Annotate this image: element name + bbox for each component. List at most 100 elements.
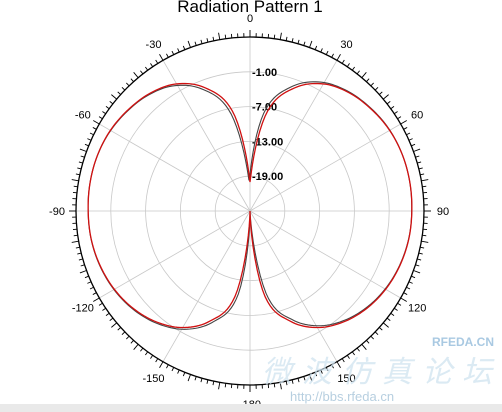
angle-tick: [117, 91, 121, 95]
angle-label: -120: [72, 303, 94, 315]
angle-tick: [194, 376, 197, 381]
angle-tick: [386, 317, 391, 321]
angle-tick: [75, 173, 80, 176]
angle-tick: [366, 78, 370, 82]
angle-tick: [117, 327, 121, 331]
angle-tick: [177, 369, 180, 374]
angle-tick: [417, 258, 422, 261]
angle-tick: [159, 54, 164, 61]
angle-ticks: [69, 30, 431, 392]
angle-tick: [79, 148, 87, 152]
angle-label: 60: [411, 110, 423, 122]
angle-tick: [351, 66, 355, 71]
angle-tick: [93, 120, 100, 125]
angle-tick: [383, 322, 389, 328]
angle-tick: [397, 116, 402, 120]
angle-tick: [71, 179, 79, 182]
angle-tick: [379, 91, 383, 95]
angle-tick: [126, 335, 130, 340]
angle-tick: [206, 379, 209, 384]
chart-title: Radiation Pattern 1: [177, 0, 323, 16]
radial-labels: -1.00 -7.00 -13.00 -19.00: [252, 67, 283, 183]
angle-tick: [200, 39, 203, 44]
angle-tick: [87, 281, 92, 284]
angle-tick: [390, 106, 395, 110]
angle-tick: [400, 120, 407, 125]
angle-label: -90: [49, 206, 65, 218]
grid-spoke: [249, 123, 401, 212]
angle-tick: [403, 127, 408, 130]
angle-tick: [406, 286, 411, 290]
angle-tick: [273, 34, 276, 39]
angle-tick: [411, 143, 416, 147]
angle-tick: [212, 36, 215, 41]
angle-tick: [314, 372, 318, 377]
angle-tick: [374, 87, 379, 91]
angle-tick: [218, 382, 221, 390]
angle-tick: [397, 302, 402, 306]
angle-tick: [415, 155, 420, 158]
angle-label: 30: [340, 39, 352, 51]
angle-tick: [279, 32, 282, 40]
angle-tick: [145, 351, 149, 356]
angle-tick: [84, 275, 89, 279]
angle-tick: [109, 101, 114, 105]
angle-tick: [336, 54, 341, 61]
angle-tick: [320, 48, 323, 53]
angle-tick: [140, 70, 144, 75]
grid-spoke: [249, 210, 401, 299]
angle-tick: [406, 132, 411, 136]
angle-tick: [420, 246, 425, 249]
angle-tick: [408, 138, 413, 141]
angle-tick: [126, 82, 130, 87]
angle-tick: [187, 40, 191, 48]
angle-tick: [320, 369, 323, 374]
angle-tick: [84, 143, 89, 147]
angle-tick: [421, 240, 429, 243]
grid-spoke: [162, 60, 251, 212]
angle-tick: [150, 63, 154, 67]
angle-tick: [105, 106, 110, 110]
angle-tick: [206, 38, 209, 43]
angle-tick: [224, 34, 227, 39]
angle-tick: [285, 36, 288, 41]
angle-tick: [150, 355, 154, 359]
bottom-strip: [0, 404, 502, 412]
angle-tick: [109, 317, 114, 321]
watermark: RFEDA.CN 微波仿真论坛 http://bbs.rfeda.cn: [262, 335, 494, 404]
angle-tick: [71, 240, 79, 243]
angle-tick: [366, 340, 370, 344]
angle-tick: [273, 383, 276, 388]
angle-tick: [411, 275, 416, 279]
angle-tick: [351, 351, 355, 356]
angle-tick: [356, 347, 360, 352]
angle-tick: [394, 111, 398, 115]
angle-label: -60: [75, 110, 91, 122]
angle-tick: [89, 286, 94, 290]
angle-tick: [285, 381, 288, 386]
angle-tick: [182, 45, 186, 50]
angle-tick: [303, 41, 306, 46]
angle-tick: [413, 270, 421, 274]
angle-tick: [415, 264, 420, 267]
angle-tick: [361, 72, 367, 78]
angle-tick: [218, 32, 221, 40]
angle-tick: [155, 358, 159, 363]
angle-tick: [303, 376, 306, 381]
radial-label: -1.00: [252, 67, 277, 79]
angle-tick: [87, 138, 92, 141]
angle-tick: [383, 94, 389, 100]
angle-tick: [422, 185, 427, 188]
angle-tick: [89, 132, 94, 136]
angle-tick: [413, 148, 421, 152]
angle-tick: [314, 45, 318, 50]
angle-label: 0: [247, 13, 253, 25]
angle-tick: [224, 383, 227, 388]
angle-tick: [356, 70, 360, 75]
watermark-logo: RFEDA.CN: [432, 335, 494, 349]
angle-tick: [92, 127, 97, 130]
angle-tick: [111, 322, 117, 328]
angle-label: 90: [437, 206, 449, 218]
angle-tick: [177, 48, 180, 53]
